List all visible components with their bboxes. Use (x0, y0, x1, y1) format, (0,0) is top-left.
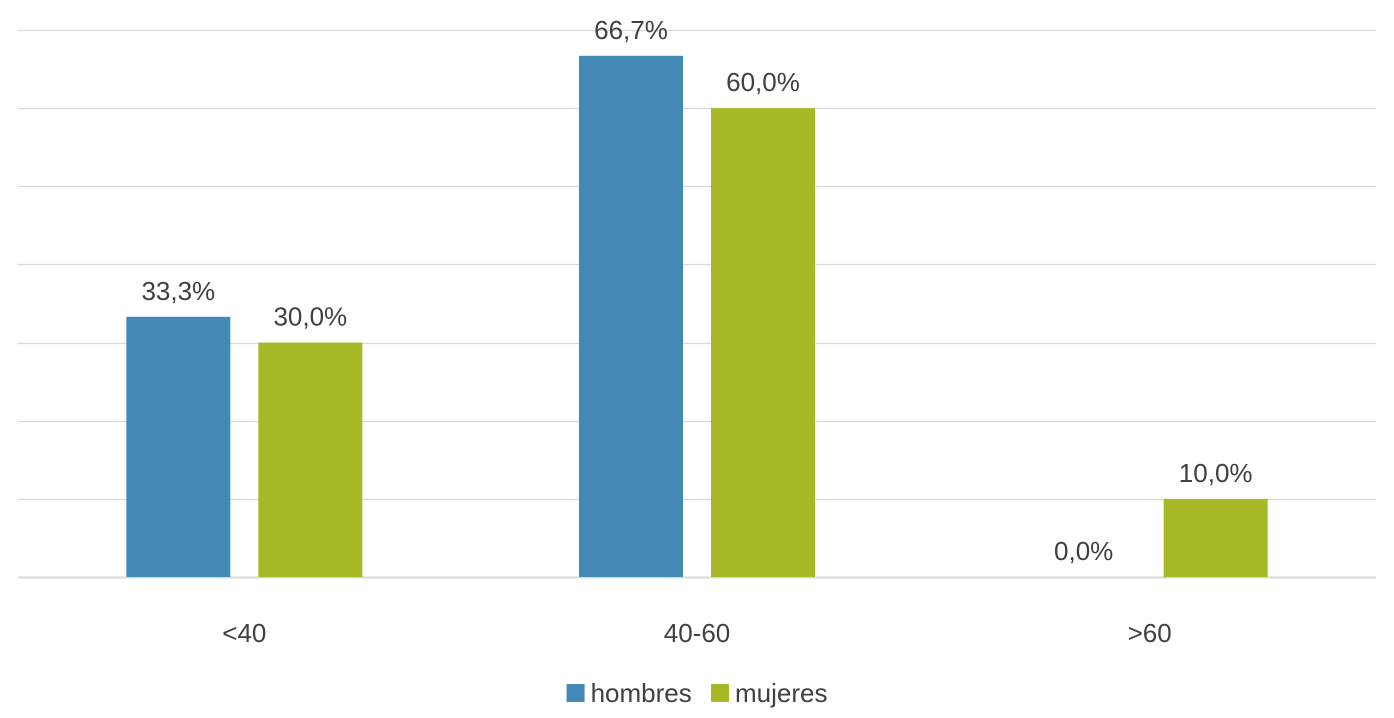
gridlines (18, 29, 1376, 579)
bars (126, 55, 1268, 578)
legend-swatch-mujeres (711, 684, 729, 702)
bar-mujeres-2 (1163, 498, 1268, 577)
bar-mujeres-0 (258, 342, 363, 577)
bar-mujeres-1 (711, 108, 815, 578)
x-tick-label: 40-60 (664, 618, 731, 648)
data-label: 66,7% (594, 15, 668, 45)
x-axis: <40 40-60 >60 (222, 618, 1171, 648)
x-tick-label: >60 (1128, 618, 1172, 648)
x-tick-label: <40 (222, 618, 266, 648)
data-label: 10,0% (1179, 458, 1253, 488)
legend-swatch-hombres (566, 684, 585, 702)
bar-hombres-1 (579, 55, 683, 577)
data-label: 30,0% (273, 302, 347, 332)
data-label: 33,3% (141, 276, 215, 306)
bar-hombres-0 (126, 316, 231, 577)
legend-label: mujeres (735, 678, 827, 708)
data-labels: 33,3% 30,0% 66,7% 60,0% 0,0% 10,0% (141, 15, 1252, 566)
legend-label: hombres (591, 678, 692, 708)
data-label: 0,0% (1054, 536, 1113, 566)
legend: hombres mujeres (566, 678, 827, 708)
data-label: 60,0% (726, 67, 800, 97)
